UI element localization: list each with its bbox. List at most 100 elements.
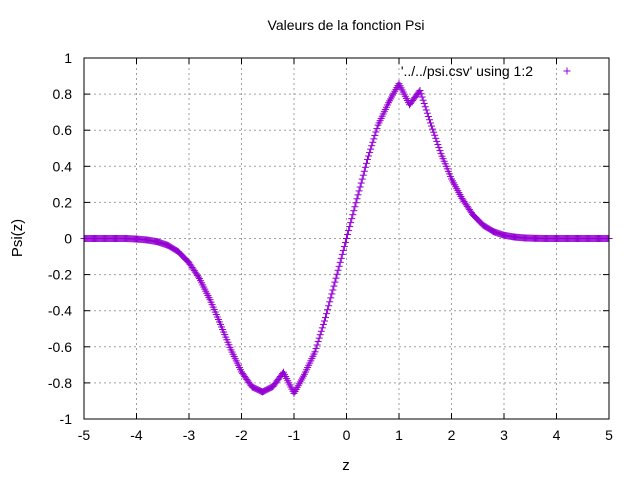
series-marks [80,80,613,397]
data-point-fill [371,131,379,139]
data-point-fill [419,96,427,104]
data-point-fill [338,250,346,258]
data-point-fill [367,145,375,153]
data-point [332,274,340,282]
y-tick-label: 0.2 [53,194,73,210]
chart-title: Valeurs de la fonction Psi [268,17,425,33]
x-tick-label: 4 [553,427,561,443]
data-point-fill [430,128,438,136]
data-point-fill [317,327,325,335]
x-axis-title: z [342,457,350,474]
data-point-fill [423,109,431,117]
data-point-fill [420,99,428,107]
x-tick-label: -1 [288,427,301,443]
x-tick-label: 3 [500,427,508,443]
data-point-fill [431,131,439,139]
data-point-fill [345,227,353,235]
data-point-fill [327,294,335,302]
data-point-fill [333,270,341,278]
data-point-fill [358,175,366,183]
data-point-fill [352,199,360,207]
data-point-fill [339,246,347,254]
data-point-fill [370,135,378,143]
x-tick-label: -3 [183,427,196,443]
data-point-fill [418,93,426,101]
data-point-fill [326,298,334,306]
data-point-fill [328,290,336,298]
data-point [416,86,424,94]
x-tick-label: -2 [235,427,248,443]
data-point-fill [336,258,344,266]
data-point-fill [348,215,356,223]
y-tick-label: 1 [64,50,72,66]
data-point-fill [330,282,338,290]
data-point-fill [331,278,339,286]
data-point-fill [312,344,320,352]
data-point-fill [324,306,332,314]
data-point-fill [355,187,363,195]
x-tick-label: -4 [130,427,143,443]
x-tick-label: 5 [605,427,613,443]
x-tick-label: 1 [395,427,403,443]
data-point-fill [422,106,430,114]
legend-label: '../../psi.csv' using 1:2 [401,63,533,79]
data-point [311,348,319,356]
plot-frame [83,57,610,420]
data-point-fill [435,144,443,152]
data-point-fill [368,142,376,150]
data-point-fill [340,242,348,250]
y-tick-label: 0.6 [53,122,73,138]
data-point-fill [349,211,357,219]
y-tick-label: 0.8 [53,86,73,102]
data-point-fill [320,317,328,325]
data-point-fill [366,149,374,157]
data-point [343,235,350,242]
data-point-fill [335,262,343,270]
data-point-fill [373,125,381,133]
y-tick-label: -0.2 [48,267,72,283]
data-point-fill [316,331,324,339]
data-point-fill [356,183,364,191]
data-point [322,314,329,322]
data-point-fill [319,320,327,328]
y-tick-label: 0.4 [53,158,73,174]
data-point-fill [372,128,380,136]
data-point-fill [194,273,202,281]
data-point-fill [434,140,442,148]
data-point-fill [313,341,321,349]
data-point-fill [421,103,429,111]
x-tick-label: -5 [78,427,91,443]
data-point-fill [361,163,369,171]
data-point-fill [429,125,437,133]
legend: '../../psi.csv' using 1:2 [401,63,571,79]
data-point-fill [323,310,331,318]
y-tick-label: -1 [60,411,73,427]
y-tick-label: -0.6 [48,339,72,355]
data-point-fill [341,238,349,246]
data-point-fill [347,219,355,227]
data-point-fill [360,167,368,175]
data-point [353,195,361,203]
data-point-fill [354,191,362,199]
data-point-fill [334,266,342,274]
data-point-fill [433,137,441,145]
data-point-fill [432,134,440,142]
data-point-fill [417,90,425,98]
data-point [364,155,371,163]
data-point-fill [351,203,359,211]
data-point-fill [369,138,377,146]
data-point-fill [346,223,354,231]
y-tick-label: -0.4 [48,303,72,319]
legend-marker [563,67,571,75]
data-point-fill [350,207,358,215]
data-point-fill [329,286,337,294]
data-point-fill [428,122,436,130]
x-tick-label: 2 [448,427,456,443]
ticks: -5 -4 -3 -2 -1 0 1 2 3 4 5 -1 -0.8 -0.6 -0.4 -0.2 0 0.2 0.… [48,50,613,443]
data-point-fill [365,152,373,160]
data-point [427,119,434,127]
data-point-fill [315,334,323,342]
data-point-fill [325,302,333,310]
data-point-fill [318,324,326,332]
